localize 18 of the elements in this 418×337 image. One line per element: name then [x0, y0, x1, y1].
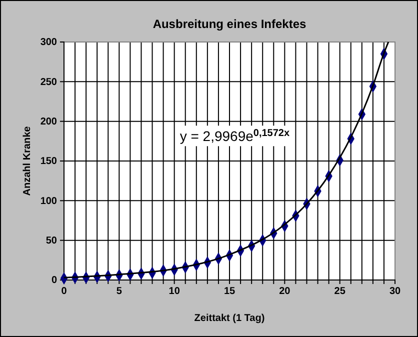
y-tick-label: 200	[40, 116, 58, 128]
y-tick-label: 100	[40, 196, 58, 207]
y-tick-label: 150	[40, 156, 58, 168]
y-tick-label: 250	[40, 76, 58, 88]
y-tick-label: 0	[51, 275, 58, 286]
x-tick-label: 10	[168, 286, 180, 298]
x-tick-label: 25	[334, 286, 346, 298]
chart-title: Ausbreitung eines Infektes	[152, 17, 307, 31]
y-axis-title: Anzahl Kranke	[22, 126, 33, 196]
x-tick-label: 30	[389, 286, 401, 298]
annotation: y = 2,9969e$^{0,1572x}$	[180, 128, 290, 144]
y-tick-label: 50	[46, 236, 58, 247]
x-tick-label: 15	[224, 286, 236, 298]
x-tick-label: 20	[279, 286, 291, 298]
x-tick-label: 0	[61, 286, 68, 298]
y-tick-label: 300	[40, 37, 58, 48]
x-tick-label: 5	[116, 286, 122, 298]
x-axis-title: Zeittakt (1 Tag)	[194, 313, 265, 324]
